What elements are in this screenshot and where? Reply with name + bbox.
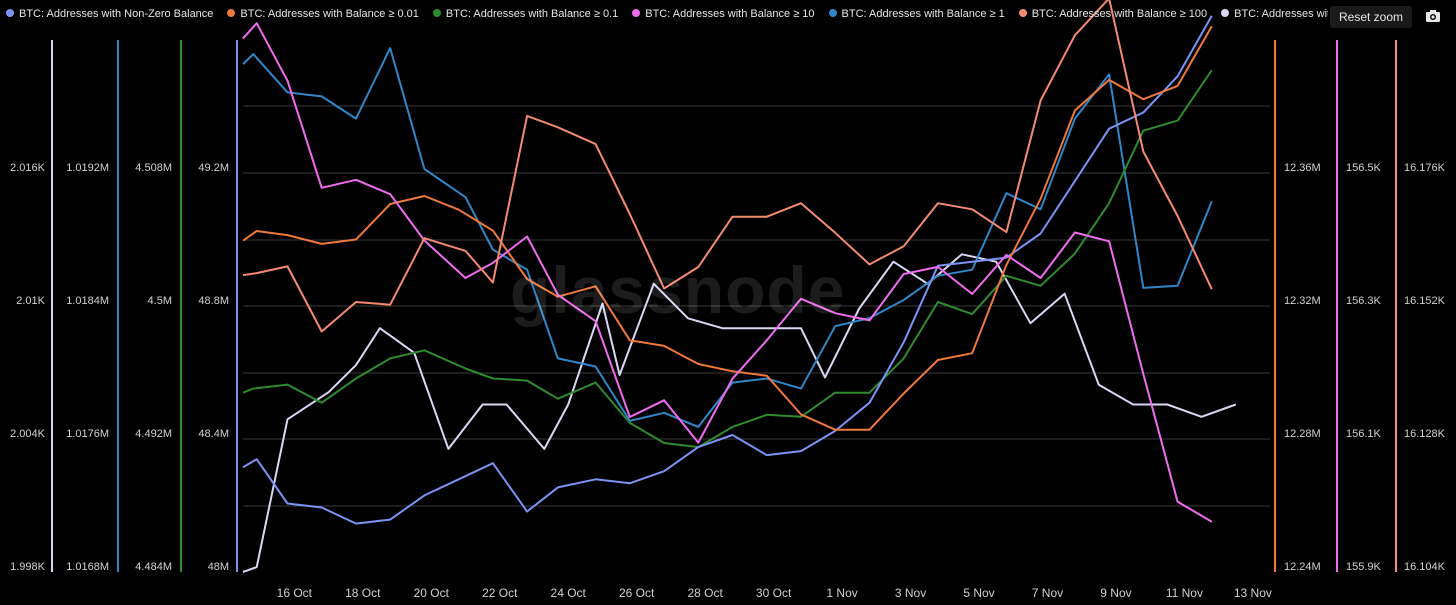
- legend-dot-icon: [1221, 9, 1230, 18]
- legend-item[interactable]: BTC: Addresses with Non-Zero Balance: [6, 8, 213, 20]
- legend-label: BTC: Addresses with Non-Zero Balance: [19, 8, 214, 20]
- series-line-4: [242, 25, 1213, 431]
- x-tick-label: 24 Oct: [551, 586, 587, 600]
- legend-item[interactable]: BTC: Addresses with Balance ≥ 1k: [1221, 8, 1328, 20]
- legend-item[interactable]: BTC: Addresses with Balance ≥ 0.1: [432, 8, 619, 20]
- y-tick-label: 155.9K: [1346, 561, 1382, 573]
- legend-dot-icon: [632, 9, 641, 18]
- x-tick-label: 20 Oct: [414, 586, 450, 600]
- legend-item[interactable]: BTC: Addresses with Balance ≥ 1: [828, 8, 1005, 20]
- y-tick-label: 4.5M: [148, 295, 172, 307]
- series-line-0: [242, 253, 1237, 573]
- y-tick-label: 1.998K: [10, 561, 46, 573]
- y-tick-label: 1.0192M: [66, 162, 109, 174]
- y-tick-label: 156.3K: [1346, 295, 1382, 307]
- y-tick-label: 1.0168M: [66, 561, 109, 573]
- camera-icon[interactable]: [1420, 6, 1446, 28]
- x-tick-label: 13 Nov: [1234, 586, 1272, 600]
- series-line-6: [242, 0, 1213, 333]
- legend: BTC: Addresses with Non-Zero Balance BTC:…: [6, 8, 1328, 26]
- y-tick-label: 156.5K: [1346, 162, 1382, 174]
- legend-dot-icon: [432, 9, 441, 18]
- legend-label: BTC: Addresses with Balance ≥ 0.01: [240, 8, 419, 20]
- legend-item[interactable]: BTC: Addresses with Balance ≥ 10: [632, 8, 815, 20]
- legend-label: BTC: Addresses with Balance ≥ 1: [841, 8, 1005, 20]
- x-tick-label: 3 Nov: [895, 586, 926, 600]
- legend-label: BTC: Addresses with Balance ≥ 1k: [1234, 8, 1328, 20]
- y-tick-label: 12.32M: [1284, 295, 1321, 307]
- x-tick-label: 16 Oct: [277, 586, 313, 600]
- legend-dot-icon: [828, 9, 837, 18]
- y-tick-label: 2.01K: [16, 295, 45, 307]
- y-tick-label: 4.484M: [135, 561, 172, 573]
- y-tick-label: 48M: [208, 561, 229, 573]
- y-tick-label: 4.492M: [135, 428, 172, 440]
- x-tick-label: 26 Oct: [619, 586, 655, 600]
- y-tick-label: 2.004K: [10, 428, 46, 440]
- y-tick-label: 12.24M: [1284, 561, 1321, 573]
- y-tick-label: 48.8M: [198, 295, 229, 307]
- reset-zoom-button[interactable]: Reset zoom: [1330, 6, 1413, 28]
- series-line-3: [242, 15, 1213, 525]
- x-tick-label: 30 Oct: [756, 586, 792, 600]
- legend-dot-icon: [227, 9, 236, 18]
- y-tick-label: 16.128K: [1404, 428, 1446, 440]
- y-tick-label: 4.508M: [135, 162, 172, 174]
- y-tick-label: 48.4M: [198, 428, 229, 440]
- y-tick-label: 1.0176M: [66, 428, 109, 440]
- y-tick-label: 49.2M: [198, 162, 229, 174]
- x-tick-label: 22 Oct: [482, 586, 518, 600]
- legend-item[interactable]: BTC: Addresses with Balance ≥ 100: [1018, 8, 1208, 20]
- legend-label: BTC: Addresses with Balance ≥ 100: [1031, 8, 1208, 20]
- y-tick-label: 2.016K: [10, 162, 46, 174]
- x-tick-label: 7 Nov: [1032, 586, 1063, 600]
- y-tick-label: 16.176K: [1404, 162, 1446, 174]
- legend-dot-icon: [1018, 9, 1027, 18]
- x-tick-label: 9 Nov: [1100, 586, 1131, 600]
- legend-item[interactable]: BTC: Addresses with Balance ≥ 0.01: [227, 8, 419, 20]
- series-line-1: [242, 47, 1213, 428]
- y-tick-label: 1.0184M: [66, 295, 109, 307]
- x-tick-label: 18 Oct: [345, 586, 381, 600]
- y-tick-label: 12.28M: [1284, 428, 1321, 440]
- legend-dot-icon: [6, 9, 14, 18]
- legend-label: BTC: Addresses with Balance ≥ 0.1: [445, 8, 619, 20]
- x-tick-label: 1 Nov: [826, 586, 857, 600]
- y-tick-label: 16.104K: [1404, 561, 1446, 573]
- y-tick-label: 12.36M: [1284, 162, 1321, 174]
- series-line-5: [242, 22, 1213, 523]
- x-tick-label: 28 Oct: [687, 586, 723, 600]
- series-line-2: [242, 69, 1213, 449]
- x-tick-label: 11 Nov: [1166, 586, 1203, 600]
- x-tick-label: 5 Nov: [963, 586, 994, 600]
- legend-label: BTC: Addresses with Balance ≥ 10: [645, 8, 815, 20]
- y-tick-label: 156.1K: [1346, 428, 1382, 440]
- y-tick-label: 16.152K: [1404, 295, 1446, 307]
